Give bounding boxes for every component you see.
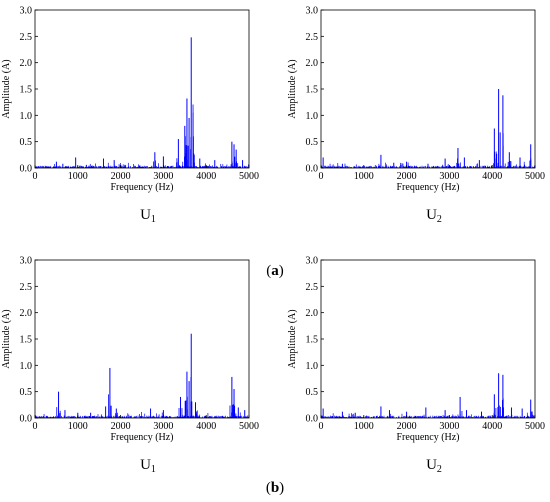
panel-caption-subscript: 1: [151, 464, 156, 475]
x-tick-label: 2000: [397, 421, 417, 432]
y-tick-label: 0.5: [20, 387, 33, 398]
y-tick-label: 0.5: [20, 137, 33, 148]
panel-caption: U2: [426, 207, 442, 225]
y-tick-label: 3.0: [20, 256, 33, 267]
y-tick-label: 1.5: [20, 85, 33, 96]
x-tick-label: 1000: [354, 421, 374, 432]
x-axis-label: Frequency (Hz): [110, 432, 173, 443]
y-tick-label: 1.0: [20, 361, 33, 372]
y-tick-label: 0.0: [306, 414, 319, 425]
y-tick-label: 1.5: [306, 85, 319, 96]
y-tick-label: 1.5: [20, 335, 33, 346]
x-tick-label: 0: [33, 421, 38, 432]
x-tick-label: 2000: [111, 171, 131, 182]
x-tick-label: 4000: [196, 171, 216, 182]
y-tick-label: 0.0: [306, 164, 319, 175]
x-axis-label: Frequency (Hz): [110, 182, 173, 193]
y-tick-label: 2.0: [306, 58, 319, 69]
x-axis-label: Frequency (Hz): [396, 432, 459, 443]
x-tick-label: 3000: [153, 421, 173, 432]
y-tick-label: 2.5: [20, 282, 33, 293]
y-tick-label: 2.0: [20, 58, 33, 69]
x-tick-label: 5000: [525, 421, 545, 432]
x-tick-label: 3000: [439, 421, 459, 432]
group-label-a: (a): [266, 263, 284, 279]
y-tick-label: 3.0: [306, 6, 319, 17]
y-tick-label: 1.5: [306, 335, 319, 346]
y-tick-label: 2.0: [306, 308, 319, 319]
y-tick-label: 2.5: [20, 32, 33, 43]
x-tick-label: 2000: [397, 171, 417, 182]
panel-caption-subscript: 1: [151, 214, 156, 225]
x-axis-label: Frequency (Hz): [396, 182, 459, 193]
x-tick-label: 0: [33, 171, 38, 182]
x-tick-label: 3000: [439, 171, 459, 182]
y-tick-label: 2.0: [20, 308, 33, 319]
x-tick-label: 5000: [239, 421, 259, 432]
y-tick-label: 3.0: [306, 256, 319, 267]
panel-caption: U1: [140, 457, 156, 475]
x-tick-label: 4000: [482, 171, 502, 182]
x-tick-label: 1000: [68, 421, 88, 432]
x-tick-label: 1000: [68, 171, 88, 182]
x-tick-label: 2000: [111, 421, 131, 432]
group-label-b: (b): [266, 480, 284, 496]
x-tick-label: 1000: [354, 171, 374, 182]
y-tick-label: 0.5: [306, 387, 319, 398]
x-tick-label: 0: [319, 421, 324, 432]
y-axis-label: Amplitude (A): [287, 309, 298, 368]
y-axis-label: Amplitude (A): [1, 59, 12, 118]
x-tick-label: 4000: [196, 421, 216, 432]
x-tick-label: 5000: [239, 171, 259, 182]
y-tick-label: 3.0: [20, 6, 33, 17]
y-axis-label: Amplitude (A): [1, 309, 12, 368]
y-tick-label: 1.0: [306, 361, 319, 372]
y-tick-label: 0.0: [20, 414, 33, 425]
panel-caption: U1: [140, 207, 156, 225]
x-tick-label: 3000: [153, 171, 173, 182]
plot-frame: [34, 9, 250, 169]
panel-caption-subscript: 2: [437, 214, 442, 225]
x-tick-label: 5000: [525, 171, 545, 182]
x-tick-label: 4000: [482, 421, 502, 432]
y-axis-label: Amplitude (A): [287, 59, 298, 118]
panel-caption: U2: [426, 457, 442, 475]
y-tick-label: 0.5: [306, 137, 319, 148]
y-tick-label: 1.0: [20, 111, 33, 122]
y-tick-label: 1.0: [306, 111, 319, 122]
plot-frame: [34, 259, 250, 419]
x-tick-label: 0: [319, 171, 324, 182]
group-letter-a: a: [271, 263, 279, 279]
group-letter-b: b: [271, 480, 279, 496]
panel-caption-subscript: 2: [437, 464, 442, 475]
y-tick-label: 2.5: [306, 282, 319, 293]
y-tick-label: 2.5: [306, 32, 319, 43]
y-tick-label: 0.0: [20, 164, 33, 175]
